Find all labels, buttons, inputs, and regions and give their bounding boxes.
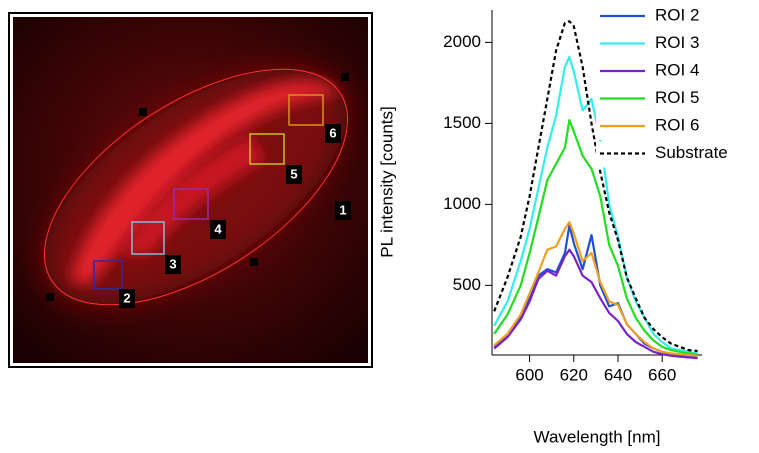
roi-box xyxy=(131,221,165,255)
x-axis-label: Wavelength [nm] xyxy=(534,427,661,446)
y-tick-label: 1000 xyxy=(443,194,481,213)
roi-tag xyxy=(165,255,181,274)
series-line xyxy=(493,248,698,360)
ellipse-handle xyxy=(46,293,54,301)
bright-rim xyxy=(120,135,265,255)
legend-label: ROI 5 xyxy=(655,88,699,107)
roi-tags: 1 2 3 4 5 6 xyxy=(119,124,351,308)
y-tick-label: 500 xyxy=(453,275,481,294)
ellipse-handle xyxy=(250,258,258,266)
ellipse-handle xyxy=(341,73,349,81)
roi-label: 2 xyxy=(123,290,130,305)
legend-label: ROI 2 xyxy=(655,5,699,24)
x-tick-label: 600 xyxy=(515,365,543,384)
y-tick-label: 2000 xyxy=(443,32,481,51)
legend-label: Substrate xyxy=(655,143,728,162)
roi-tag xyxy=(119,289,135,308)
roi-ellipse xyxy=(44,68,348,306)
series-line xyxy=(493,20,698,353)
roi-box xyxy=(288,94,324,126)
roi-box xyxy=(173,188,209,220)
roi-label: 5 xyxy=(290,166,297,181)
roi-tag xyxy=(210,220,226,239)
legend-label: ROI 3 xyxy=(655,33,699,52)
roi-label: 4 xyxy=(214,221,222,236)
roi-label: 6 xyxy=(329,125,336,140)
y-axis-label: PL intensity [counts] xyxy=(377,106,396,258)
roi-tag xyxy=(335,201,351,220)
x-tick-label: 620 xyxy=(560,365,588,384)
roi-label: 3 xyxy=(169,256,176,271)
y-tick-label: 1500 xyxy=(443,113,481,132)
legend-label: ROI 4 xyxy=(655,60,699,79)
bright-rim xyxy=(70,80,340,285)
x-tick-label: 640 xyxy=(604,365,632,384)
roi-tag xyxy=(325,124,341,143)
legend-label: ROI 6 xyxy=(655,115,699,134)
series-line xyxy=(493,119,698,356)
roi-box xyxy=(93,260,123,290)
series-line xyxy=(493,221,698,357)
roi-box xyxy=(249,133,285,165)
roi-tag xyxy=(286,165,302,184)
micrograph: 1 2 3 4 5 6 xyxy=(8,12,373,368)
x-tick-label: 660 xyxy=(648,365,676,384)
series-line xyxy=(493,55,698,355)
roi-label: 1 xyxy=(339,202,346,217)
ellipse-handle xyxy=(139,108,147,116)
